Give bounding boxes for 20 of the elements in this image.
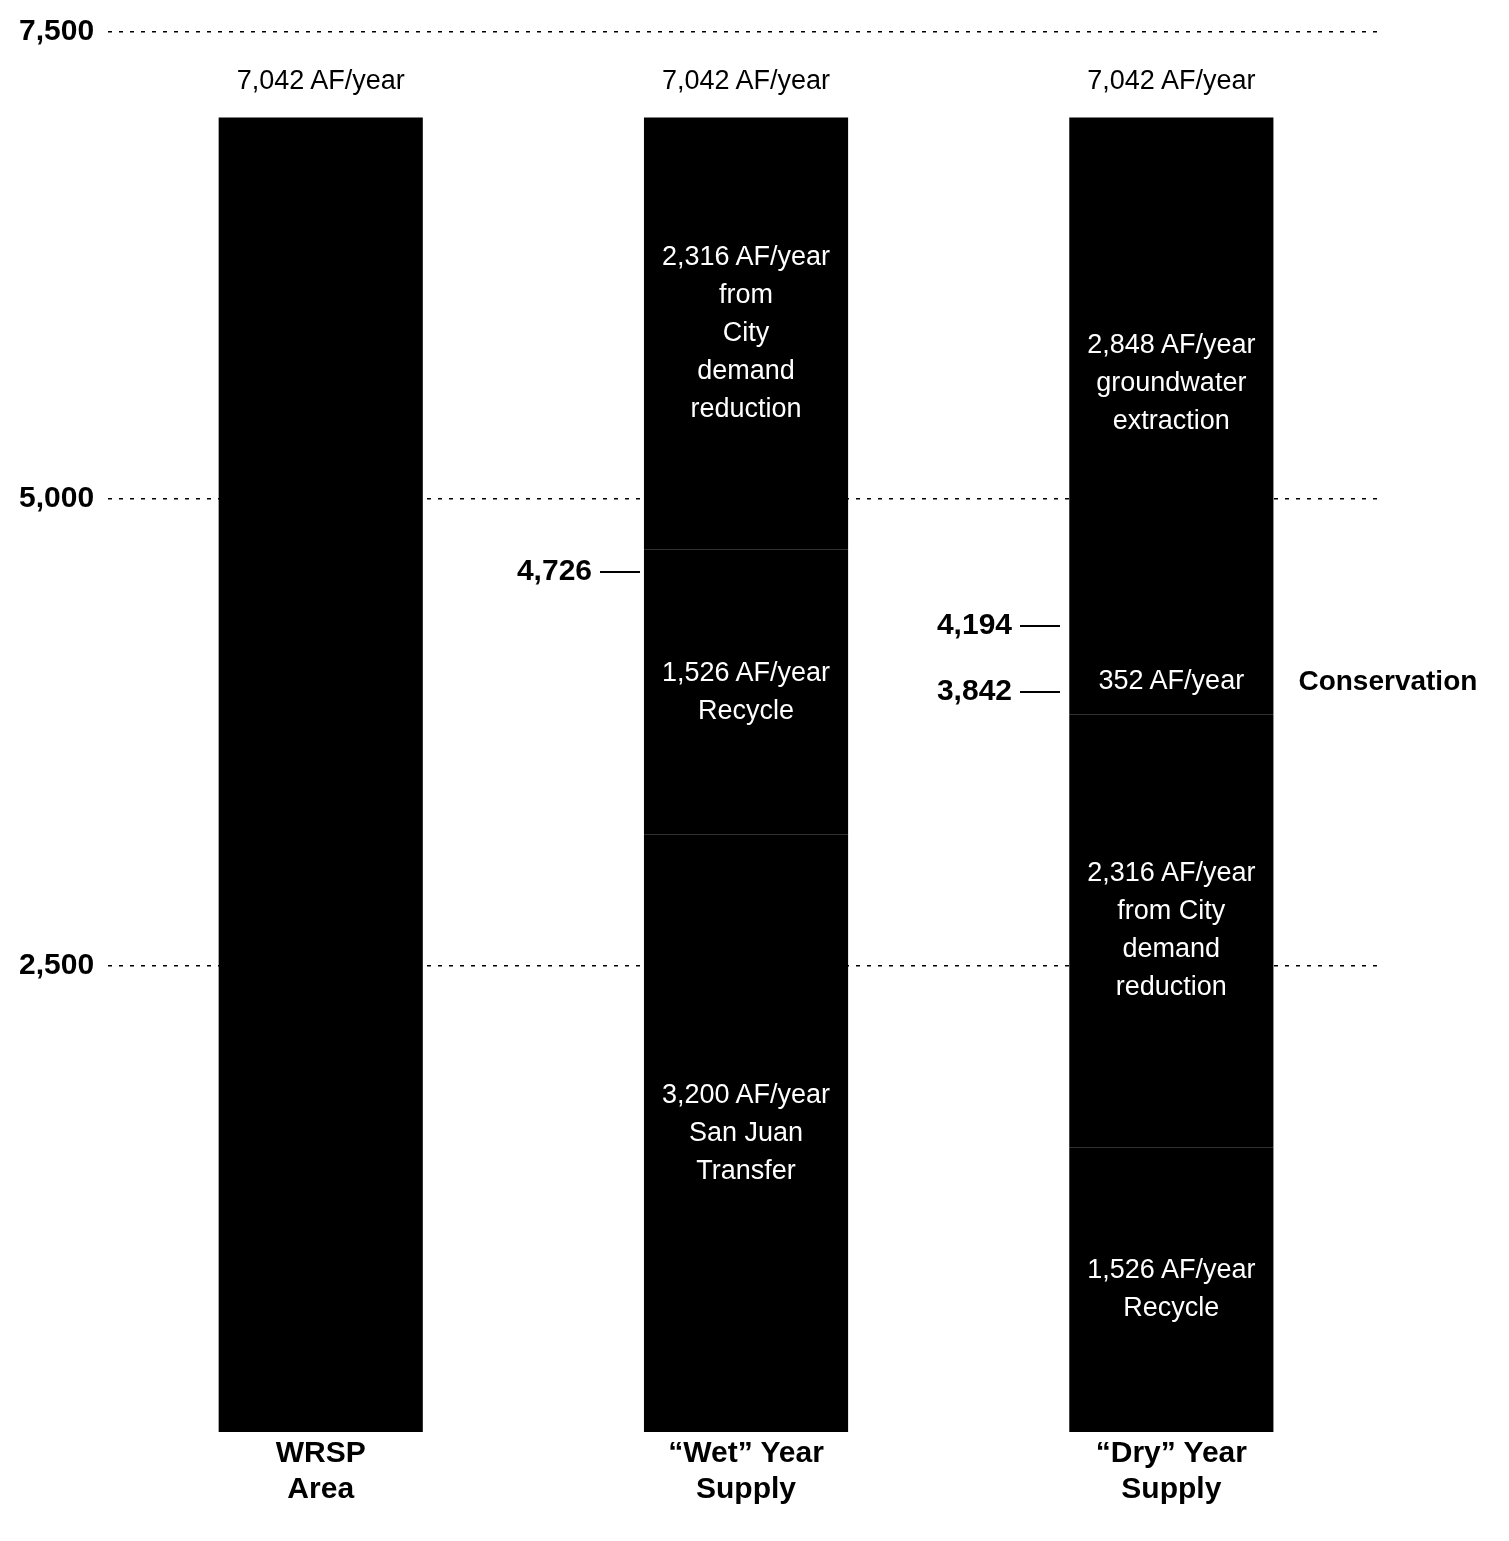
data-label: 2,316 AF/year from City demand reduction (661, 241, 831, 424)
annotation: 4,194 (936, 607, 1013, 641)
data-label: 2,316 AF/year from City demand reduction (1087, 857, 1256, 1002)
total-label: 7,042 AF/year (236, 64, 405, 95)
y-tick-label: 7,500 (19, 13, 95, 47)
annotation: 4,726 (516, 553, 592, 587)
x-tick-label: “Dry” Year Supply (1095, 1435, 1248, 1505)
data-label: 352 AF/year (1098, 665, 1245, 696)
total-label: 7,042 AF/year (661, 64, 831, 95)
data-label: 1,526 AF/year Recycle (661, 656, 831, 725)
y-tick-label: 2,500 (19, 946, 95, 980)
data-label: 1,526 AF/year Recycle (1087, 1254, 1256, 1323)
y-tick-label: 5,000 (19, 479, 95, 513)
data-label: 2,848 AF/year groundwater extraction (1087, 328, 1256, 435)
x-tick-label: WRSP Area (275, 1435, 366, 1505)
data-label: 3,200 AF/year San Juan Transfer (661, 1078, 831, 1185)
annotation: 3,842 (936, 673, 1012, 707)
series-label: Conservation (1298, 664, 1478, 696)
x-tick-label: “Wet” Year Supply (668, 1435, 825, 1505)
total-label: 7,042 AF/year (1087, 64, 1256, 95)
